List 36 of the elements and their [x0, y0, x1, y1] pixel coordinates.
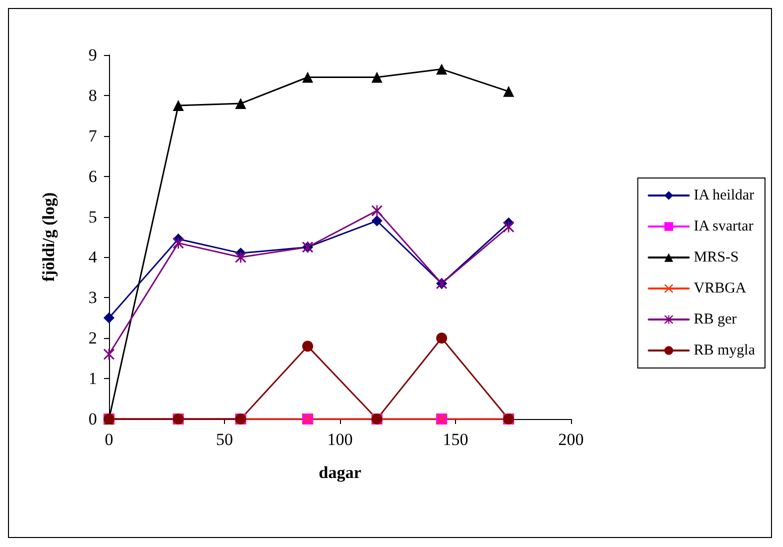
y-tick-label: 6 [88, 166, 97, 186]
x-tick-label: 200 [558, 430, 584, 449]
legend-label: MRS-S [694, 250, 739, 266]
point [172, 100, 184, 112]
point [436, 332, 448, 344]
y-tick-label: 5 [88, 207, 97, 226]
point [302, 72, 314, 83]
point [235, 252, 246, 263]
x-tick-label: 0 [104, 430, 114, 449]
point [302, 340, 314, 352]
point [104, 312, 114, 324]
y-axis-title: fjöldi/g (log) [39, 192, 58, 282]
point [371, 72, 382, 83]
point [371, 215, 382, 226]
legend-label: IA svartar [694, 218, 754, 234]
point [172, 238, 184, 249]
x-tick-label: 100 [327, 430, 353, 449]
y-tick-label: 0 [88, 410, 97, 428]
legend-label: RB mygla [694, 342, 756, 358]
y-tick-label: 1 [88, 369, 97, 388]
y-tick-label: 8 [88, 86, 97, 105]
y-tick-label: 3 [88, 288, 97, 308]
y-tick-label: 2 [88, 328, 97, 348]
y-tick-label: 9 [88, 46, 97, 64]
legend-label: IA heildar [694, 188, 754, 204]
x-tick-label: 150 [442, 430, 468, 449]
legend-label: RB ger [694, 312, 737, 328]
point [235, 98, 246, 110]
x-axis-title: dagar [318, 463, 362, 482]
legend-label: VRBGA [694, 280, 746, 296]
y-tick-label: 7 [88, 126, 98, 146]
y-tick-label: 4 [88, 248, 98, 267]
point [436, 64, 448, 75]
point [503, 221, 514, 232]
point [503, 86, 514, 97]
x-tick-label: 50 [216, 430, 233, 449]
